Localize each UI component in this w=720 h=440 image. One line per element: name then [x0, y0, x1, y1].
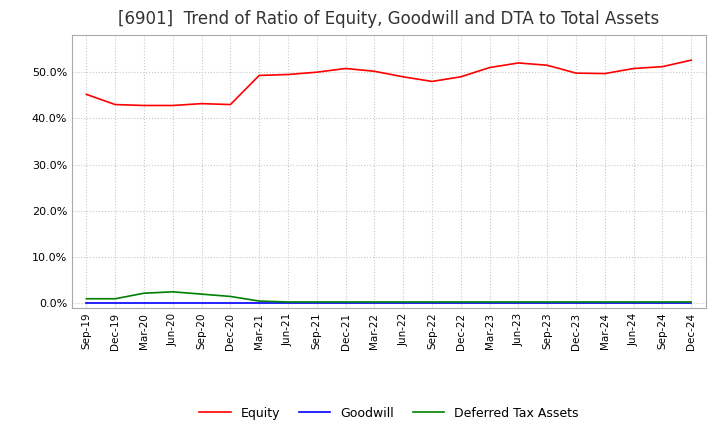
Legend: Equity, Goodwill, Deferred Tax Assets: Equity, Goodwill, Deferred Tax Assets [194, 402, 583, 425]
Deferred Tax Assets [197, 291, 206, 297]
Goodwill [572, 301, 580, 306]
Deferred Tax Assets [82, 296, 91, 301]
Deferred Tax Assets [111, 296, 120, 301]
Equity [111, 102, 120, 107]
Line: Equity: Equity [86, 60, 691, 106]
Goodwill [370, 301, 379, 306]
Equity [456, 74, 465, 80]
Deferred Tax Assets [629, 299, 638, 304]
Goodwill [399, 301, 408, 306]
Title: [6901]  Trend of Ratio of Equity, Goodwill and DTA to Total Assets: [6901] Trend of Ratio of Equity, Goodwil… [118, 10, 660, 28]
Deferred Tax Assets [140, 290, 148, 296]
Deferred Tax Assets [284, 299, 292, 304]
Equity [168, 103, 177, 108]
Equity [687, 58, 696, 63]
Equity [312, 70, 321, 75]
Equity [226, 102, 235, 107]
Equity [140, 103, 148, 108]
Deferred Tax Assets [255, 298, 264, 304]
Deferred Tax Assets [514, 299, 523, 304]
Goodwill [514, 301, 523, 306]
Goodwill [600, 301, 609, 306]
Equity [197, 101, 206, 106]
Equity [600, 71, 609, 76]
Deferred Tax Assets [543, 299, 552, 304]
Goodwill [456, 301, 465, 306]
Deferred Tax Assets [485, 299, 494, 304]
Equity [485, 65, 494, 70]
Goodwill [658, 301, 667, 306]
Equity [255, 73, 264, 78]
Equity [82, 92, 91, 97]
Deferred Tax Assets [370, 299, 379, 304]
Deferred Tax Assets [226, 294, 235, 299]
Equity [658, 64, 667, 69]
Deferred Tax Assets [687, 299, 696, 304]
Deferred Tax Assets [600, 299, 609, 304]
Goodwill [687, 301, 696, 306]
Goodwill [485, 301, 494, 306]
Deferred Tax Assets [572, 299, 580, 304]
Equity [341, 66, 350, 71]
Deferred Tax Assets [312, 299, 321, 304]
Equity [543, 62, 552, 68]
Equity [284, 72, 292, 77]
Line: Deferred Tax Assets: Deferred Tax Assets [86, 292, 691, 302]
Equity [428, 79, 436, 84]
Goodwill [168, 301, 177, 306]
Goodwill [197, 301, 206, 306]
Goodwill [111, 301, 120, 306]
Equity [399, 74, 408, 80]
Deferred Tax Assets [658, 299, 667, 304]
Goodwill [629, 301, 638, 306]
Goodwill [543, 301, 552, 306]
Equity [514, 60, 523, 66]
Goodwill [284, 301, 292, 306]
Equity [370, 69, 379, 74]
Deferred Tax Assets [168, 289, 177, 294]
Equity [572, 70, 580, 76]
Goodwill [226, 301, 235, 306]
Goodwill [428, 301, 436, 306]
Goodwill [312, 301, 321, 306]
Equity [629, 66, 638, 71]
Deferred Tax Assets [341, 299, 350, 304]
Deferred Tax Assets [399, 299, 408, 304]
Deferred Tax Assets [428, 299, 436, 304]
Goodwill [82, 301, 91, 306]
Goodwill [140, 301, 148, 306]
Deferred Tax Assets [456, 299, 465, 304]
Goodwill [341, 301, 350, 306]
Goodwill [255, 301, 264, 306]
